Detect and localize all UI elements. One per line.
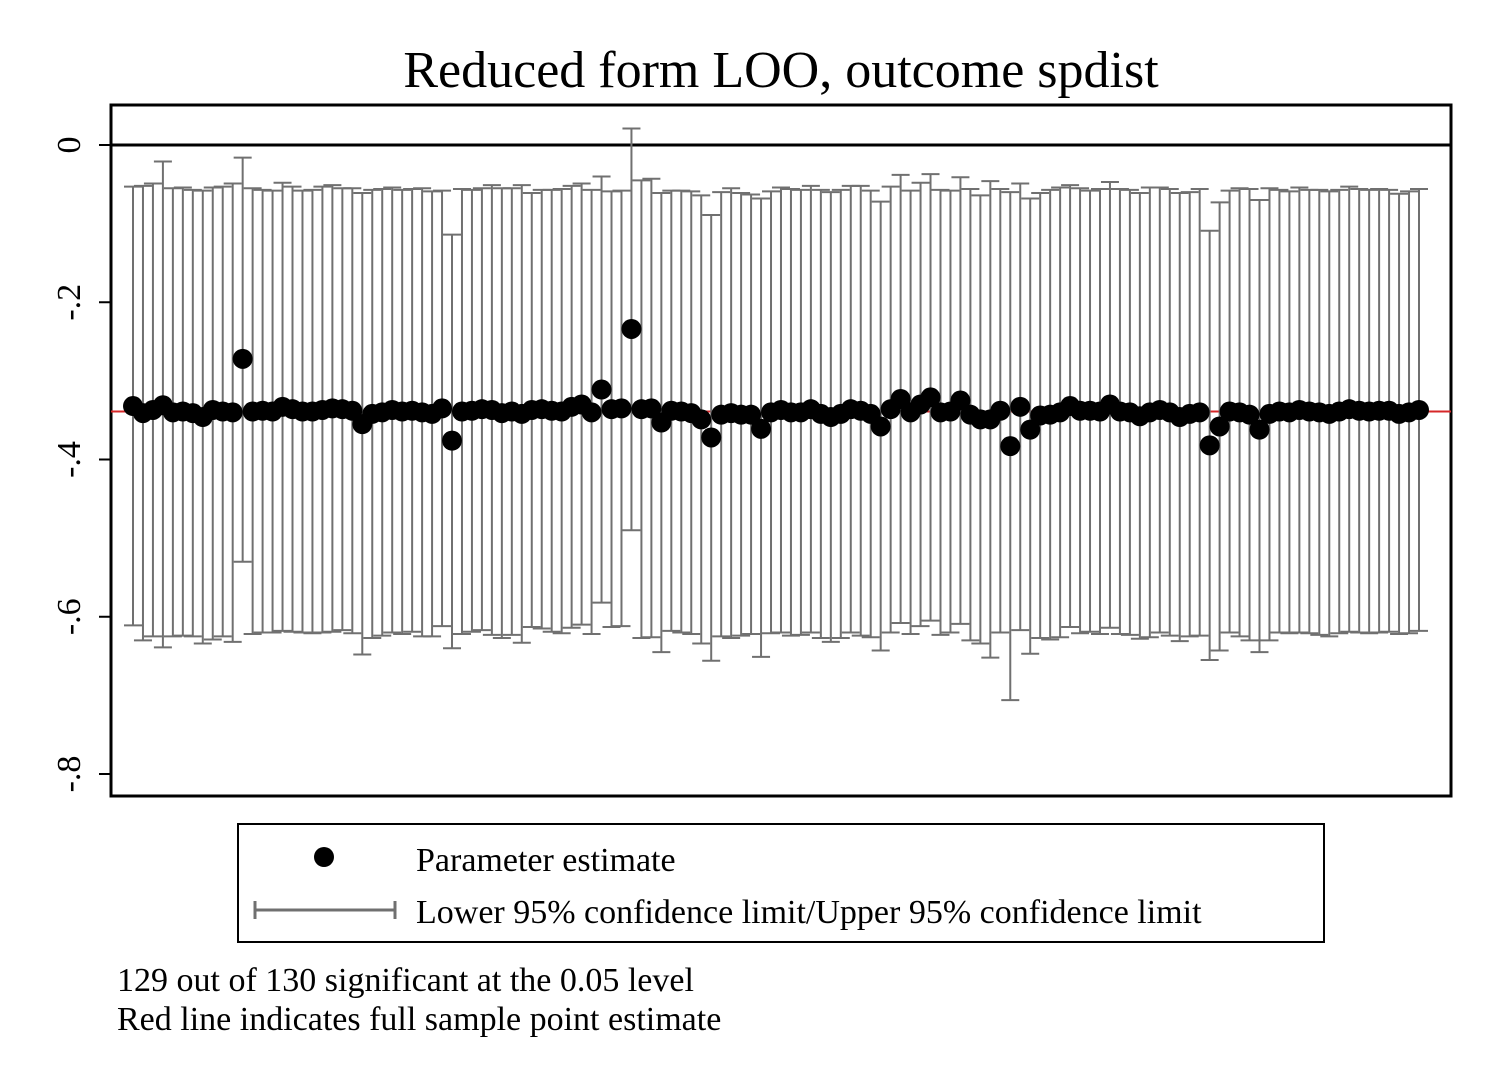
estimate-point [701, 427, 722, 448]
parameter-estimates [123, 318, 1429, 457]
estimate-point [950, 390, 971, 411]
y-tick-label: -.6 [51, 598, 88, 635]
estimate-point [751, 418, 772, 439]
estimate-point [232, 348, 253, 369]
estimate-point [920, 387, 941, 408]
estimate-point [621, 318, 642, 339]
estimate-point [990, 400, 1011, 421]
estimate-point [870, 416, 891, 437]
estimate-point [1199, 435, 1220, 456]
estimate-point [1020, 419, 1041, 440]
estimate-point [591, 379, 612, 400]
y-tick-label: -.4 [51, 441, 88, 478]
legend-label-ci: Lower 95% confidence limit/Upper 95% con… [416, 894, 1202, 931]
legend: Parameter estimate Lower 95% confidence … [237, 823, 1325, 943]
estimate-point [442, 430, 463, 451]
legend-marker-estimate [314, 847, 334, 867]
legend-box [237, 823, 1325, 943]
estimate-point [1409, 399, 1429, 420]
estimate-point [222, 402, 243, 423]
note-significance: 129 out of 130 significant at the 0.05 l… [117, 962, 694, 999]
estimate-point [581, 402, 602, 423]
estimate-point [1239, 404, 1260, 425]
estimate-point [1249, 419, 1270, 440]
estimate-point [1209, 416, 1230, 437]
estimate-point [691, 409, 712, 430]
y-tick-label: 0 [51, 137, 88, 154]
estimate-point [1010, 396, 1031, 417]
y-axis: 0 -.2 -.4 -.6 -.8 [51, 137, 111, 793]
estimate-point [641, 398, 662, 419]
y-tick-label: -.2 [51, 284, 88, 321]
estimate-point [611, 398, 632, 419]
legend-label-estimate: Parameter estimate [416, 842, 676, 879]
estimate-point [1189, 402, 1210, 423]
y-tick-label: -.8 [51, 756, 88, 793]
chart-title: Reduced form LOO, outcome spdist [403, 42, 1159, 99]
legend-marker-ci [253, 901, 397, 919]
note-red-line: Red line indicates full sample point est… [117, 1001, 722, 1038]
estimate-point [1000, 436, 1021, 457]
estimate-point [432, 398, 453, 419]
estimate-point [741, 404, 762, 425]
